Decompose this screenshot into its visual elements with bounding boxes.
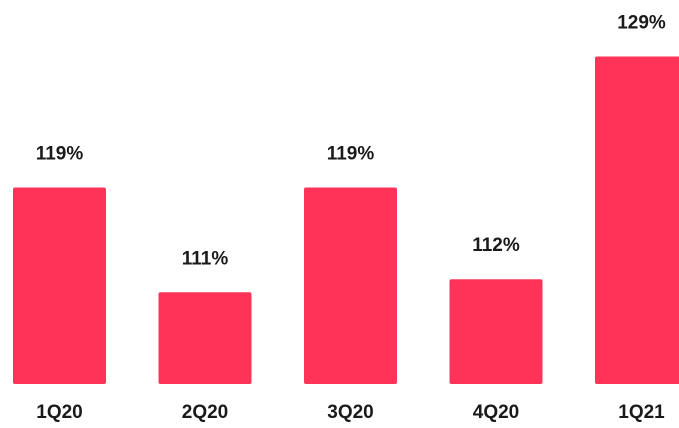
x-tick-label-1q20: 1Q20 — [36, 402, 82, 423]
bar-3q20 — [304, 187, 397, 384]
data-label-1q20: 119% — [36, 144, 84, 165]
x-tick-label-3q20: 3Q20 — [327, 402, 373, 423]
data-labels-group: 119% 111% 119% 112% 129% — [36, 13, 666, 270]
x-tick-label-2q20: 2Q20 — [182, 402, 228, 423]
bar-1q21 — [595, 56, 679, 384]
bars-group — [13, 56, 679, 384]
bar-2q20 — [158, 292, 252, 384]
data-label-3q20: 119% — [327, 144, 375, 165]
data-label-4q20: 112% — [472, 235, 520, 256]
bar-1q20 — [13, 187, 106, 384]
x-tick-label-1q21: 1Q21 — [618, 402, 665, 423]
bar-4q20 — [449, 279, 543, 384]
x-axis-ticks-group: 1Q20 2Q20 3Q20 4Q20 1Q21 — [36, 402, 665, 423]
data-label-1q21: 129% — [617, 13, 666, 34]
x-tick-label-4q20: 4Q20 — [473, 402, 519, 423]
data-label-2q20: 111% — [182, 248, 229, 269]
